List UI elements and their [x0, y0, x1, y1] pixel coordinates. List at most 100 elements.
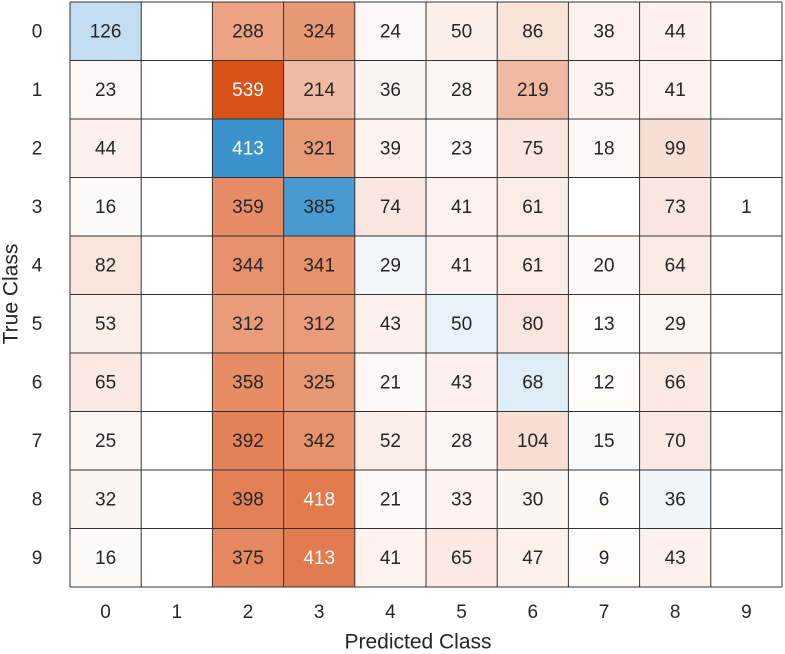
cell-label: 1 [741, 197, 752, 218]
cell-label: 75 [522, 138, 543, 159]
cell-label: 418 [303, 489, 335, 510]
y-tick-label: 4 [32, 255, 43, 276]
cell-label: 21 [380, 372, 401, 393]
cell-label: 359 [232, 197, 264, 218]
cell [639, 353, 711, 412]
cell [354, 177, 426, 236]
cell-label: 73 [665, 197, 686, 218]
cell-label: 6 [599, 489, 610, 510]
cell-label: 61 [522, 197, 543, 218]
cell-label: 64 [665, 255, 687, 276]
x-tick-label: 8 [670, 602, 681, 623]
cell [70, 177, 142, 236]
y-tick-label: 7 [32, 431, 43, 452]
cell-label: 41 [665, 80, 686, 101]
cell-label: 28 [451, 431, 472, 452]
cell-label: 74 [380, 197, 402, 218]
cell [70, 119, 142, 178]
cell [354, 236, 426, 295]
cell-label: 324 [303, 21, 335, 42]
cell-label: 32 [95, 489, 116, 510]
cell-label: 13 [593, 314, 614, 335]
cell-label: 65 [451, 548, 472, 569]
cell-label: 104 [517, 431, 549, 452]
cell [70, 2, 142, 61]
cell [426, 294, 498, 353]
cell [426, 470, 498, 529]
cell-label: 219 [517, 80, 549, 101]
cell-label: 342 [303, 431, 335, 452]
cell-label: 288 [232, 21, 264, 42]
cell-label: 413 [303, 548, 335, 569]
cell [639, 470, 711, 529]
cell [639, 236, 711, 295]
cell-label: 70 [665, 431, 686, 452]
cell-label: 29 [380, 255, 401, 276]
cell-label: 9 [599, 548, 610, 569]
cell [568, 119, 640, 178]
cell [497, 528, 569, 587]
x-tick-label: 7 [599, 602, 610, 623]
x-tick-label: 4 [385, 602, 396, 623]
cell-label: 12 [593, 372, 614, 393]
cell-label: 312 [232, 314, 264, 335]
cell-label: 43 [451, 372, 472, 393]
y-tick-label: 6 [32, 372, 43, 393]
cell [70, 411, 142, 470]
cell-label: 23 [451, 138, 472, 159]
cell [497, 119, 569, 178]
x-tick-label: 5 [456, 602, 467, 623]
y-tick-label: 9 [32, 548, 43, 569]
cell-label: 86 [522, 21, 543, 42]
cell-label: 312 [303, 314, 335, 335]
y-tick-label: 0 [32, 21, 43, 42]
cell [497, 2, 569, 61]
cell-label: 99 [665, 138, 686, 159]
cell [426, 353, 498, 412]
cell-label: 23 [95, 80, 116, 101]
cell-label: 398 [232, 489, 264, 510]
cell [568, 411, 640, 470]
cell-label: 66 [665, 372, 686, 393]
x-tick-label: 6 [528, 602, 539, 623]
cell [283, 177, 355, 236]
cell [70, 528, 142, 587]
cell [212, 177, 284, 236]
y-tick-label: 8 [32, 489, 43, 510]
cell-label: 28 [451, 80, 472, 101]
cell-label: 50 [451, 21, 472, 42]
cell [212, 119, 284, 178]
cell [710, 177, 782, 236]
cell-label: 39 [380, 138, 401, 159]
cell [283, 294, 355, 353]
cell-label: 36 [665, 489, 686, 510]
cell [568, 60, 640, 119]
cell [283, 528, 355, 587]
cell-label: 33 [451, 489, 472, 510]
cell [426, 236, 498, 295]
x-tick-label: 1 [172, 602, 183, 623]
cell-label: 16 [95, 197, 116, 218]
cell [212, 236, 284, 295]
cell [497, 411, 569, 470]
cell [568, 353, 640, 412]
y-tick-label: 1 [32, 80, 43, 101]
cell-label: 43 [665, 548, 686, 569]
cell [354, 294, 426, 353]
cell [497, 236, 569, 295]
cell-label: 44 [665, 21, 687, 42]
cell [283, 411, 355, 470]
cell-label: 35 [593, 80, 614, 101]
cell-label: 344 [232, 255, 264, 276]
cell [354, 353, 426, 412]
cell-label: 21 [380, 489, 401, 510]
y-axis-title: True Class [0, 244, 23, 345]
x-tick-label: 3 [314, 602, 325, 623]
cell-label: 392 [232, 431, 264, 452]
cell [283, 2, 355, 61]
cell [426, 2, 498, 61]
cell-label: 18 [593, 138, 614, 159]
cell-label: 50 [451, 314, 472, 335]
cell-label: 41 [451, 255, 472, 276]
